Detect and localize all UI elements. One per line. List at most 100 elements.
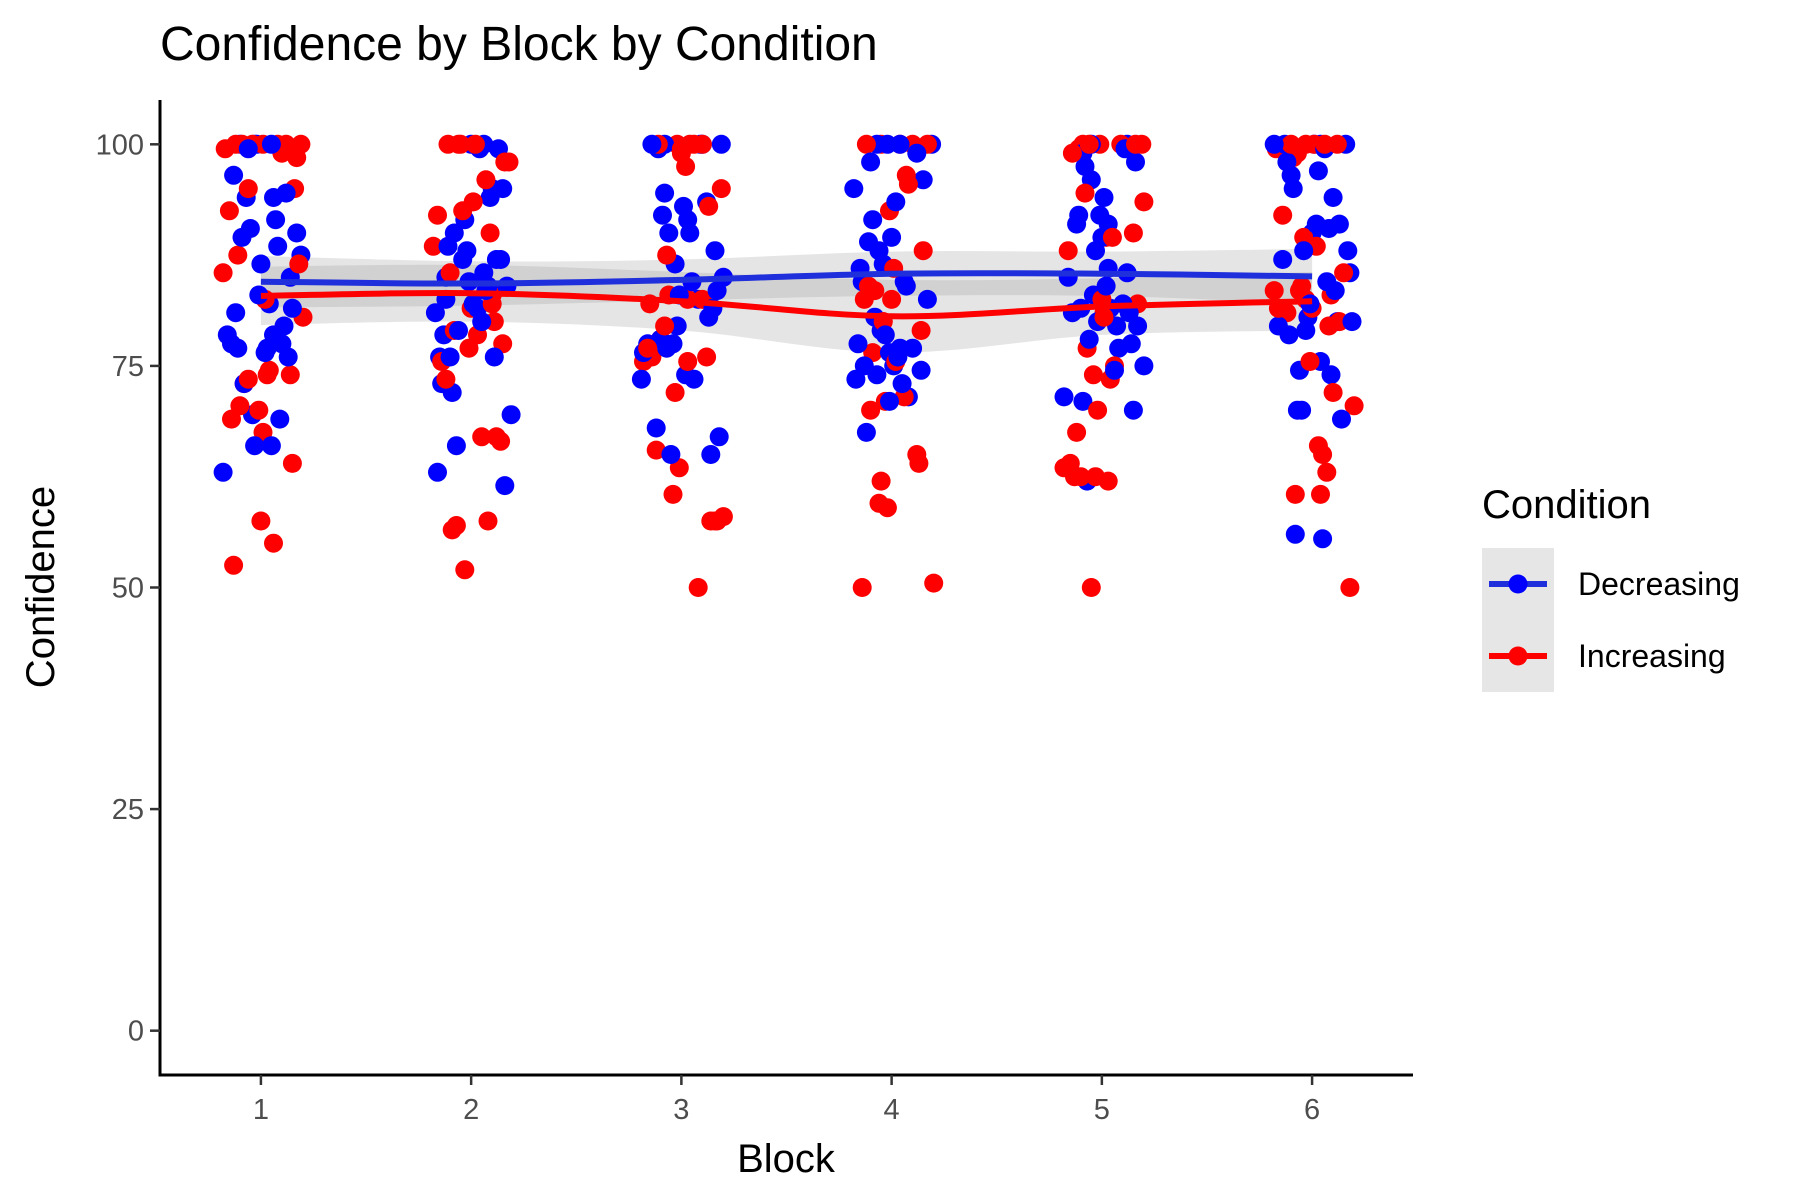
point-increasing [877, 498, 897, 518]
point-increasing [1313, 445, 1333, 464]
point-decreasing [911, 360, 931, 380]
point-decreasing [1342, 312, 1362, 332]
point-increasing [1296, 134, 1316, 154]
legend-label-increasing: Increasing [1578, 638, 1726, 674]
legend-key-point [1508, 646, 1528, 666]
legend-label-decreasing: Decreasing [1578, 566, 1740, 602]
point-increasing [859, 276, 878, 296]
point-decreasing [869, 241, 889, 261]
point-decreasing [428, 462, 447, 482]
x-tick-label: 6 [1304, 1094, 1320, 1126]
point-decreasing [1096, 276, 1116, 296]
point-increasing [495, 152, 515, 172]
point-decreasing [440, 347, 460, 367]
point-increasing [1317, 462, 1337, 482]
point-increasing [276, 134, 296, 154]
point-increasing [289, 254, 309, 274]
point-decreasing [224, 165, 244, 185]
point-increasing [655, 316, 675, 336]
point-decreasing [1338, 241, 1358, 261]
point-increasing [215, 139, 235, 159]
point-increasing [1344, 396, 1364, 416]
point-increasing [219, 201, 239, 221]
point-increasing [882, 289, 902, 309]
point-decreasing [232, 227, 252, 247]
point-decreasing [276, 183, 296, 203]
point-decreasing [1308, 161, 1328, 181]
smooth-line-decreasing [260, 270, 1313, 287]
point-increasing [705, 511, 725, 531]
point-increasing [924, 573, 944, 593]
legend-key-point [1508, 574, 1528, 594]
point-increasing [1062, 143, 1082, 163]
point-increasing [230, 396, 250, 416]
point-decreasing [272, 334, 292, 354]
y-tick-label: 50 [112, 573, 144, 605]
point-decreasing [261, 436, 281, 456]
point-decreasing [1079, 329, 1099, 349]
point-increasing [238, 179, 258, 199]
point-increasing [909, 453, 929, 473]
point-increasing [440, 263, 460, 283]
point-decreasing [661, 445, 681, 464]
point-increasing [665, 383, 685, 402]
point-increasing [1285, 484, 1305, 504]
point-decreasing [217, 325, 237, 345]
point-decreasing [631, 369, 651, 389]
point-decreasing [875, 325, 895, 345]
point-decreasing [1134, 356, 1154, 376]
y-tick-label: 0 [128, 1016, 144, 1048]
point-decreasing [457, 241, 477, 261]
point-decreasing [1090, 205, 1110, 225]
point-decreasing [888, 347, 908, 367]
point-decreasing [655, 183, 675, 203]
point-increasing [491, 431, 511, 451]
point-increasing [1086, 467, 1105, 487]
point-increasing [478, 511, 498, 531]
point-increasing [224, 555, 244, 575]
point-decreasing [1294, 241, 1314, 261]
point-increasing [1081, 578, 1101, 597]
point-decreasing [501, 405, 521, 425]
point-decreasing [282, 298, 302, 318]
point-decreasing [261, 134, 281, 154]
point-decreasing [1277, 152, 1297, 172]
legend: Condition Decreasing Increasing [1482, 483, 1740, 692]
point-decreasing [642, 134, 662, 154]
point-decreasing [1313, 529, 1333, 549]
smooth-lines [260, 270, 1313, 320]
point-decreasing [257, 338, 277, 358]
point-increasing [911, 321, 931, 340]
point-decreasing [463, 294, 483, 314]
point-decreasing [1285, 524, 1305, 544]
point-increasing [449, 134, 468, 154]
point-decreasing [268, 236, 288, 256]
x-tick-label: 1 [253, 1094, 269, 1126]
point-decreasing [495, 476, 515, 496]
point-decreasing [894, 272, 914, 292]
point-decreasing [449, 321, 468, 340]
point-increasing [711, 179, 731, 199]
x-axis-title: Block [737, 1137, 836, 1181]
point-decreasing [1332, 409, 1351, 429]
point-increasing [291, 134, 311, 154]
point-increasing [1132, 134, 1152, 154]
point-increasing [257, 365, 277, 385]
point-increasing [898, 174, 918, 194]
point-decreasing [882, 227, 902, 247]
point-increasing [663, 484, 683, 504]
point-increasing [1273, 205, 1293, 225]
point-decreasing [1067, 214, 1087, 234]
point-increasing [1075, 183, 1095, 203]
point-decreasing [711, 134, 731, 154]
x-axis-ticks: 1 2 3 4 5 6 [253, 1075, 1320, 1126]
point-increasing [1319, 316, 1339, 336]
point-decreasing [913, 170, 933, 190]
point-decreasing [705, 241, 725, 261]
x-tick-label: 3 [673, 1094, 689, 1126]
point-increasing [871, 471, 891, 491]
point-decreasing [844, 179, 864, 199]
point-increasing [861, 400, 881, 420]
point-decreasing [1094, 188, 1114, 207]
point-decreasing [1126, 152, 1145, 172]
